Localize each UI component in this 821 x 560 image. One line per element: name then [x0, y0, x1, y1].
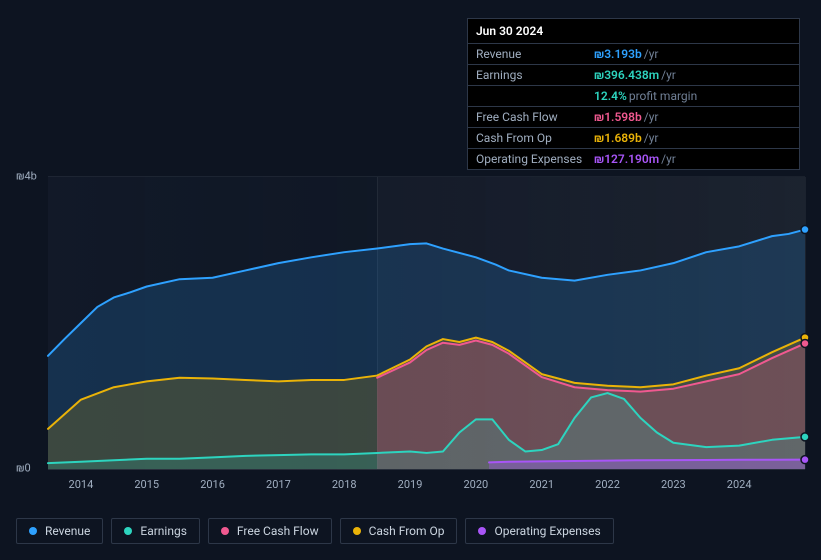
- legend-item-operating_expenses[interactable]: Operating Expenses: [465, 518, 613, 544]
- tooltip-subrow: 12.4% profit margin: [468, 86, 799, 107]
- x-axis-tick: 2015: [134, 478, 159, 491]
- series-end-dot-operating_expenses[interactable]: [801, 456, 809, 464]
- tooltip-row-suffix: /yr: [644, 110, 659, 124]
- tooltip-row: Free Cash Flow₪1.598b /yr: [468, 107, 799, 128]
- tooltip-row-value: ₪1.598b: [594, 110, 642, 124]
- legend-item-free_cash_flow[interactable]: Free Cash Flow: [208, 518, 332, 544]
- tooltip-row: Earnings₪396.438m /yr: [468, 65, 799, 86]
- legend-label: Earnings: [140, 524, 187, 538]
- legend-swatch: [221, 527, 229, 535]
- tooltip-row-value: ₪396.438m: [594, 68, 659, 82]
- series-end-dot-free_cash_flow[interactable]: [801, 339, 809, 347]
- legend-item-cash_from_op[interactable]: Cash From Op: [340, 518, 458, 544]
- chart-plot-area[interactable]: [48, 176, 805, 470]
- tooltip-row-label: Cash From Op: [476, 131, 594, 145]
- tooltip-row: Cash From Op₪1.689b /yr: [468, 128, 799, 149]
- legend-label: Free Cash Flow: [237, 524, 319, 538]
- chart-tooltip: Jun 30 2024 Revenue₪3.193b /yrEarnings₪3…: [467, 18, 800, 170]
- x-axis-tick: 2014: [69, 478, 94, 491]
- x-axis-tick: 2024: [727, 478, 752, 491]
- tooltip-date: Jun 30 2024: [468, 19, 799, 44]
- legend-swatch: [478, 527, 486, 535]
- legend-item-earnings[interactable]: Earnings: [111, 518, 200, 544]
- x-axis-tick: 2016: [200, 478, 225, 491]
- tooltip-row-suffix: /yr: [644, 47, 659, 61]
- x-axis-tick: 2018: [332, 478, 357, 491]
- tooltip-row-suffix: /yr: [644, 131, 659, 145]
- x-axis-tick: 2022: [595, 478, 620, 491]
- tooltip-row-label: Free Cash Flow: [476, 110, 594, 124]
- financials-area-chart[interactable]: ₪4b₪0 2014201520162017201820192020202120…: [16, 158, 805, 478]
- legend-swatch: [353, 527, 361, 535]
- y-axis-label: ₪0: [16, 462, 31, 475]
- tooltip-row-value: ₪3.193b: [594, 47, 642, 61]
- series-end-dot-revenue[interactable]: [801, 226, 809, 234]
- y-axis-label: ₪4b: [16, 170, 37, 183]
- tooltip-row-suffix: /yr: [661, 68, 676, 82]
- x-axis-tick: 2021: [529, 478, 554, 491]
- x-axis-tick: 2020: [463, 478, 488, 491]
- tooltip-subrow-suffix: profit margin: [629, 89, 697, 103]
- legend-label: Operating Expenses: [494, 524, 600, 538]
- tooltip-row-label: Earnings: [476, 68, 594, 82]
- legend-swatch: [124, 527, 132, 535]
- tooltip-row-label: Revenue: [476, 47, 594, 61]
- legend-label: Revenue: [45, 524, 90, 538]
- chart-legend: Revenue Earnings Free Cash Flow Cash From O…: [16, 518, 614, 544]
- legend-swatch: [29, 527, 37, 535]
- legend-item-revenue[interactable]: Revenue: [16, 518, 103, 544]
- x-axis-tick: 2019: [398, 478, 423, 491]
- series-end-dot-earnings[interactable]: [801, 433, 809, 441]
- tooltip-subrow-value: 12.4%: [594, 89, 627, 103]
- x-axis-tick: 2023: [661, 478, 686, 491]
- tooltip-subrow-spacer: [476, 89, 594, 103]
- tooltip-row-value: ₪1.689b: [594, 131, 642, 145]
- x-axis-tick: 2017: [266, 478, 291, 491]
- tooltip-row: Revenue₪3.193b /yr: [468, 44, 799, 65]
- legend-label: Cash From Op: [369, 524, 445, 538]
